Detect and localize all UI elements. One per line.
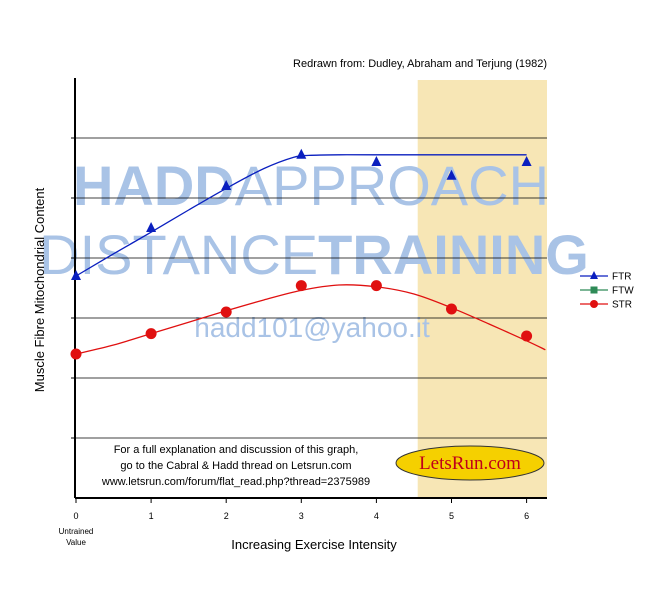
str-point <box>70 348 82 360</box>
watermark-line-1: HADDAPPROACH <box>73 154 549 217</box>
str-point <box>370 280 382 292</box>
x-tick-label: 4 <box>374 511 379 521</box>
gridlines <box>75 137 547 439</box>
str-point <box>220 306 232 318</box>
x-tick-0-sublabel-2: Value <box>66 538 86 547</box>
ftr-line <box>75 154 527 277</box>
watermark-distance: DISTANCE <box>39 223 318 286</box>
ftr-point <box>146 222 157 232</box>
legend-ftw-marker <box>590 286 598 294</box>
series-layer <box>70 148 546 360</box>
letsrun-logo-text: LetsRun.com <box>419 453 521 474</box>
legend-str-marker <box>590 300 598 308</box>
ftr-point <box>296 148 307 159</box>
str-point <box>521 330 533 342</box>
info-line-2: go to the Cabral & Hadd thread on Letsru… <box>120 460 351 472</box>
ftr-point <box>446 169 457 180</box>
ftr-point <box>71 270 81 280</box>
x-tick-label: 1 <box>149 511 154 521</box>
letsrun-logo-ellipse <box>395 445 545 481</box>
ftr-point <box>221 180 232 190</box>
ftr-point <box>371 156 382 166</box>
x-tick-label: 6 <box>524 511 529 521</box>
y-axis-label: Muscle Fibre Mitochondrial Content <box>32 187 47 392</box>
watermark-line-2: DISTANCETRAINING <box>39 223 589 286</box>
str-point <box>295 280 307 292</box>
legend-str-label: STR <box>612 300 632 311</box>
watermark-training: TRAINING <box>318 223 589 286</box>
x-axis-label: Increasing Exercise Intensity <box>231 537 397 552</box>
watermark-hadd: HADD <box>73 154 235 217</box>
x-tick-0-sublabel-1: Untrained <box>59 527 94 536</box>
info-text: For a full explanation and discussion of… <box>101 444 370 488</box>
str-point <box>446 303 457 315</box>
source-note: Redrawn from: Dudley, Abraham and Terjun… <box>293 58 547 70</box>
x-tick-label: 5 <box>449 511 454 521</box>
legend-ftr-label: FTR <box>612 272 631 283</box>
x-tick-label: 2 <box>224 511 229 521</box>
x-tick-label: 0 <box>73 511 78 521</box>
info-line-1: For a full explanation and discussion of… <box>114 444 359 456</box>
ftr-point <box>521 156 532 166</box>
watermark-email: hadd101@yahoo.it <box>194 312 430 343</box>
x-tick-label: 3 <box>299 511 304 521</box>
legend: FTR FTW STR <box>580 271 634 311</box>
watermark: HADDAPPROACH DISTANCETRAINING hadd101@ya… <box>39 154 589 343</box>
axes <box>71 78 547 499</box>
letsrun-logo[interactable]: LetsRun.com <box>395 445 545 481</box>
shaded-region <box>417 80 547 498</box>
str-point <box>145 328 157 340</box>
legend-ftw-label: FTW <box>612 286 634 297</box>
x-ticks: 0 1 2 3 4 5 6 <box>73 498 529 521</box>
legend-ftr-marker <box>590 271 598 279</box>
info-line-3: www.letsrun.com/forum/flat_read.php?thre… <box>101 476 370 488</box>
watermark-approach: APPROACH <box>235 154 549 217</box>
